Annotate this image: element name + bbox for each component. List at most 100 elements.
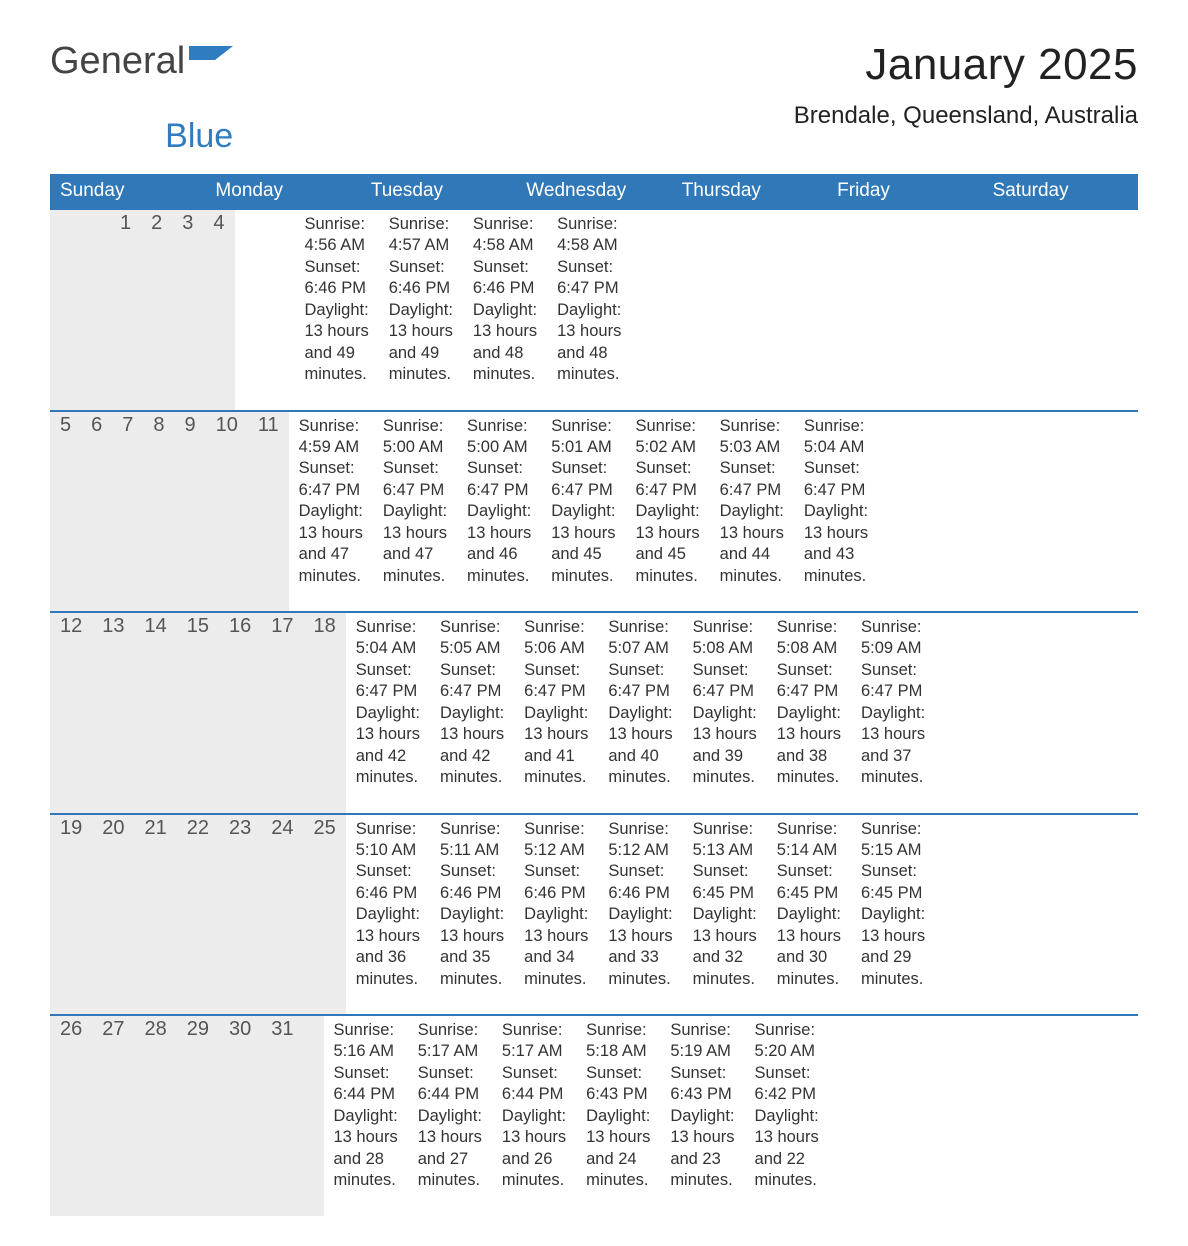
sunrise-line: Sunrise: 5:03 AM bbox=[720, 416, 784, 459]
day-number bbox=[304, 1016, 324, 1216]
day-number: 27 bbox=[92, 1016, 134, 1216]
sunset-line: Sunset: 6:46 PM bbox=[524, 861, 588, 904]
day-number bbox=[70, 210, 90, 410]
daylight-line: Daylight: 13 hours and 46 minutes. bbox=[467, 501, 531, 587]
day-cell: Sunrise: 5:03 AMSunset: 6:47 PMDaylight:… bbox=[710, 412, 794, 588]
sunrise-line: Sunrise: 5:08 AM bbox=[693, 617, 757, 660]
day-cell: Sunrise: 5:02 AMSunset: 6:47 PMDaylight:… bbox=[625, 412, 709, 588]
day-cell bbox=[275, 210, 295, 386]
sunrise-line: Sunrise: 5:12 AM bbox=[524, 819, 588, 862]
day-cell: Sunrise: 5:08 AMSunset: 6:47 PMDaylight:… bbox=[767, 613, 851, 789]
day-number: 24 bbox=[261, 815, 303, 1015]
day-number: 10 bbox=[206, 412, 248, 612]
daylight-line: Daylight: 13 hours and 35 minutes. bbox=[440, 904, 504, 990]
sunset-line: Sunset: 6:47 PM bbox=[524, 660, 588, 703]
daylight-line: Daylight: 13 hours and 39 minutes. bbox=[693, 703, 757, 789]
daylight-line: Daylight: 13 hours and 23 minutes. bbox=[670, 1106, 734, 1192]
daylight-line: Daylight: 13 hours and 42 minutes. bbox=[356, 703, 420, 789]
sunrise-line: Sunrise: 5:06 AM bbox=[524, 617, 588, 660]
sunrise-line: Sunrise: 4:58 AM bbox=[557, 214, 621, 257]
day-number: 31 bbox=[261, 1016, 303, 1216]
day-cell bbox=[235, 210, 255, 386]
logo-text-blue: Blue bbox=[165, 117, 233, 156]
sunrise-line: Sunrise: 5:20 AM bbox=[755, 1020, 819, 1063]
day-cell: Sunrise: 5:20 AMSunset: 6:42 PMDaylight:… bbox=[745, 1016, 829, 1192]
day-cell: Sunrise: 5:04 AMSunset: 6:47 PMDaylight:… bbox=[346, 613, 430, 789]
day-number: 14 bbox=[135, 613, 177, 813]
sunrise-line: Sunrise: 5:00 AM bbox=[467, 416, 531, 459]
calendar-week: 19202122232425Sunrise: 5:10 AMSunset: 6:… bbox=[50, 813, 1138, 1015]
sunrise-line: Sunrise: 4:57 AM bbox=[389, 214, 453, 257]
daylight-line: Daylight: 13 hours and 45 minutes. bbox=[551, 501, 615, 587]
day-number: 9 bbox=[175, 412, 206, 612]
sunset-line: Sunset: 6:47 PM bbox=[557, 257, 621, 300]
sunset-line: Sunset: 6:46 PM bbox=[473, 257, 537, 300]
sunrise-line: Sunrise: 4:58 AM bbox=[473, 214, 537, 257]
weekday-header-row: SundayMondayTuesdayWednesdayThursdayFrid… bbox=[50, 174, 1138, 210]
sunrise-line: Sunrise: 5:04 AM bbox=[356, 617, 420, 660]
daylight-line: Daylight: 13 hours and 32 minutes. bbox=[693, 904, 757, 990]
weekday-header: Thursday bbox=[672, 174, 827, 210]
sunrise-line: Sunrise: 5:15 AM bbox=[861, 819, 925, 862]
day-number: 1 bbox=[110, 210, 141, 410]
daynum-row: 262728293031 bbox=[50, 1016, 324, 1216]
daylight-line: Daylight: 13 hours and 30 minutes. bbox=[777, 904, 841, 990]
sunrise-line: Sunrise: 5:09 AM bbox=[861, 617, 925, 660]
daylight-line: Daylight: 13 hours and 28 minutes. bbox=[334, 1106, 398, 1192]
weekday-header: Tuesday bbox=[361, 174, 516, 210]
day-number bbox=[50, 210, 70, 410]
day-cell: Sunrise: 5:15 AMSunset: 6:45 PMDaylight:… bbox=[851, 815, 935, 991]
sunset-line: Sunset: 6:44 PM bbox=[502, 1063, 566, 1106]
daylight-line: Daylight: 13 hours and 33 minutes. bbox=[608, 904, 672, 990]
daybody-row: Sunrise: 5:10 AMSunset: 6:46 PMDaylight:… bbox=[346, 815, 935, 1015]
day-cell: Sunrise: 4:58 AMSunset: 6:47 PMDaylight:… bbox=[547, 210, 631, 386]
day-number: 4 bbox=[203, 210, 234, 410]
day-number: 29 bbox=[177, 1016, 219, 1216]
day-cell: Sunrise: 5:00 AMSunset: 6:47 PMDaylight:… bbox=[457, 412, 541, 588]
sunrise-line: Sunrise: 5:00 AM bbox=[383, 416, 447, 459]
sunset-line: Sunset: 6:47 PM bbox=[720, 458, 784, 501]
day-cell bbox=[255, 210, 275, 386]
daylight-line: Daylight: 13 hours and 45 minutes. bbox=[635, 501, 699, 587]
daylight-line: Daylight: 13 hours and 48 minutes. bbox=[473, 300, 537, 386]
day-number: 8 bbox=[143, 412, 174, 612]
day-cell: Sunrise: 5:09 AMSunset: 6:47 PMDaylight:… bbox=[851, 613, 935, 789]
sunrise-line: Sunrise: 5:10 AM bbox=[356, 819, 420, 862]
sunrise-line: Sunrise: 5:19 AM bbox=[670, 1020, 734, 1063]
day-number: 22 bbox=[177, 815, 219, 1015]
day-number: 7 bbox=[112, 412, 143, 612]
brand-logo: General Blue bbox=[50, 40, 233, 156]
daynum-row: 1234 bbox=[50, 210, 235, 410]
daybody-row: Sunrise: 5:04 AM Sunset: 6:47 PM Daylight:… bbox=[346, 613, 935, 813]
calendar-week: 1234Sunrise: 4:56 AMSunset: 6:46 PMDayli… bbox=[50, 210, 1138, 410]
location-label: Brendale, Queensland, Australia bbox=[794, 102, 1138, 130]
sunset-line: Sunset: 6:45 PM bbox=[777, 861, 841, 904]
day-cell: Sunrise: 4:57 AMSunset: 6:46 PMDaylight:… bbox=[379, 210, 463, 386]
sunrise-line: Sunrise: 5:16 AM bbox=[334, 1020, 398, 1063]
sunset-line: Sunset: 6:46 PM bbox=[356, 861, 420, 904]
weeks-container: 1234Sunrise: 4:56 AMSunset: 6:46 PMDayli… bbox=[50, 210, 1138, 1216]
day-number: 6 bbox=[81, 412, 112, 612]
day-cell: Sunrise: 5:04 AMSunset: 6:47 PMDaylight:… bbox=[794, 412, 878, 588]
calendar-week: 262728293031Sunrise: 5:16 AMSunset: 6:44… bbox=[50, 1014, 1138, 1216]
day-cell: Sunrise: 5:14 AMSunset: 6:45 PMDaylight:… bbox=[767, 815, 851, 991]
sunrise-line: Sunrise: 5:11 AM bbox=[440, 819, 504, 862]
day-cell: Sunrise: 5:11 AMSunset: 6:46 PMDaylight:… bbox=[430, 815, 514, 991]
sunset-line: Sunset: 6:46 PM bbox=[608, 861, 672, 904]
day-number: 11 bbox=[248, 412, 289, 612]
day-cell: Sunrise: 5:07 AMSunset: 6:47 PMDaylight:… bbox=[598, 613, 682, 789]
day-number: 12 bbox=[50, 613, 92, 813]
sunset-line: Sunset: 6:44 PM bbox=[334, 1063, 398, 1106]
day-cell: Sunrise: 4:58 AMSunset: 6:46 PMDaylight:… bbox=[463, 210, 547, 386]
day-cell: Sunrise: 5:05 AMSunset: 6:47 PMDaylight:… bbox=[430, 613, 514, 789]
day-cell: Sunrise: 5:16 AMSunset: 6:44 PMDaylight:… bbox=[324, 1016, 408, 1192]
day-number: 25 bbox=[304, 815, 346, 1015]
daylight-line: Daylight: 13 hours and 43 minutes. bbox=[804, 501, 868, 587]
day-cell: Sunrise: 5:18 AMSunset: 6:43 PMDaylight:… bbox=[576, 1016, 660, 1192]
sunrise-line: Sunrise: 5:01 AM bbox=[551, 416, 615, 459]
daybody-row: Sunrise: 4:56 AMSunset: 6:46 PMDaylight:… bbox=[235, 210, 632, 410]
sunset-line: Sunset: 6:46 PM bbox=[389, 257, 453, 300]
daylight-line: Daylight: 13 hours and 47 minutes. bbox=[383, 501, 447, 587]
daybody-row: Sunrise: 4:59 AMSunset: 6:47 PMDaylight:… bbox=[289, 412, 878, 612]
sunrise-line: Sunrise: 5:08 AM bbox=[777, 617, 841, 660]
